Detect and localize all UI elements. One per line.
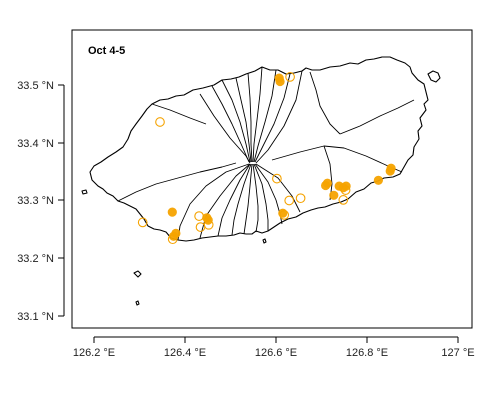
y-tick-label: 33.4 °N: [17, 138, 54, 150]
jeju-coastline: [89, 56, 429, 242]
boundary-southwest: [177, 163, 250, 241]
island-map: [81, 56, 441, 306]
filled-point-marker: [169, 231, 179, 241]
boundary-west: [117, 162, 237, 202]
observation-points: [137, 72, 396, 245]
boundary-south-8: [255, 163, 301, 213]
marado-islet: [135, 300, 140, 306]
boundary-east-mid: [339, 99, 415, 135]
boundary-east-north: [309, 71, 341, 135]
filled-point-marker: [322, 178, 332, 188]
filled-point-marker: [278, 208, 288, 218]
y-tick-label: 33.5 °N: [17, 80, 54, 92]
open-point-marker: [338, 195, 349, 205]
y-tick-label: 33.2 °N: [17, 253, 54, 265]
x-tick-label: 127 °E: [441, 347, 474, 359]
filled-point-marker: [373, 175, 383, 185]
boundary-north-6: [253, 69, 277, 163]
boundary-north-7: [254, 73, 291, 163]
plot-frame: [71, 29, 473, 329]
boundary-north-9: [199, 93, 251, 164]
open-point-marker: [284, 195, 295, 206]
open-point-marker: [295, 193, 306, 204]
boundary-north-5: [252, 66, 263, 163]
map-panel: Oct 4-5: [71, 29, 473, 329]
x-tick-label: 126.2 °E: [73, 347, 115, 359]
seopseom-islet: [262, 238, 267, 244]
filled-point-marker: [385, 166, 395, 176]
boundary-south-1: [199, 163, 251, 239]
boundary-north-8: [255, 70, 303, 164]
boundary-north-4: [247, 72, 253, 163]
boundary-south-2: [217, 163, 251, 237]
boundary-northwest: [151, 103, 207, 125]
open-point-marker: [340, 185, 351, 195]
gapado-islet: [133, 270, 142, 278]
y-tick-label: 33.1 °N: [17, 311, 54, 323]
open-point-marker: [137, 217, 148, 228]
open-point-marker: [155, 117, 165, 127]
x-axis: 126.2 °E 126.4 °E 126.6 °E 126.8 °E 127 …: [73, 336, 475, 359]
boundary-south-5: [252, 163, 259, 233]
filled-point-marker: [275, 76, 285, 87]
panel-label: Oct 4-5: [88, 45, 125, 57]
filled-point-marker: [167, 207, 177, 217]
x-tick-label: 126.4 °E: [164, 347, 206, 359]
biyangdo-islet: [81, 189, 88, 195]
open-point-marker: [279, 210, 290, 220]
open-point-marker: [285, 72, 295, 82]
filled-point-marker: [329, 190, 339, 200]
y-axis: 33.1 °N 33.2 °N 33.3 °N 33.4 °N 33.5 °N: [17, 80, 65, 323]
x-tick-label: 126.8 °E: [346, 347, 388, 359]
boundary-south-3: [231, 163, 252, 236]
boundary-north-1: [211, 85, 250, 163]
open-point-marker: [194, 211, 204, 221]
boundary-north-3: [235, 77, 252, 163]
boundary-south-6: [253, 163, 269, 231]
open-point-marker: [203, 219, 214, 230]
udo-islet: [427, 70, 441, 83]
district-boundaries: [117, 66, 415, 241]
boundary-north-2: [221, 79, 251, 163]
open-point-marker: [272, 173, 282, 184]
boundary-south-4: [243, 163, 253, 235]
y-tick-label: 33.3 °N: [17, 195, 54, 207]
open-point-marker: [167, 234, 178, 245]
x-tick-label: 126.6 °E: [255, 347, 297, 359]
